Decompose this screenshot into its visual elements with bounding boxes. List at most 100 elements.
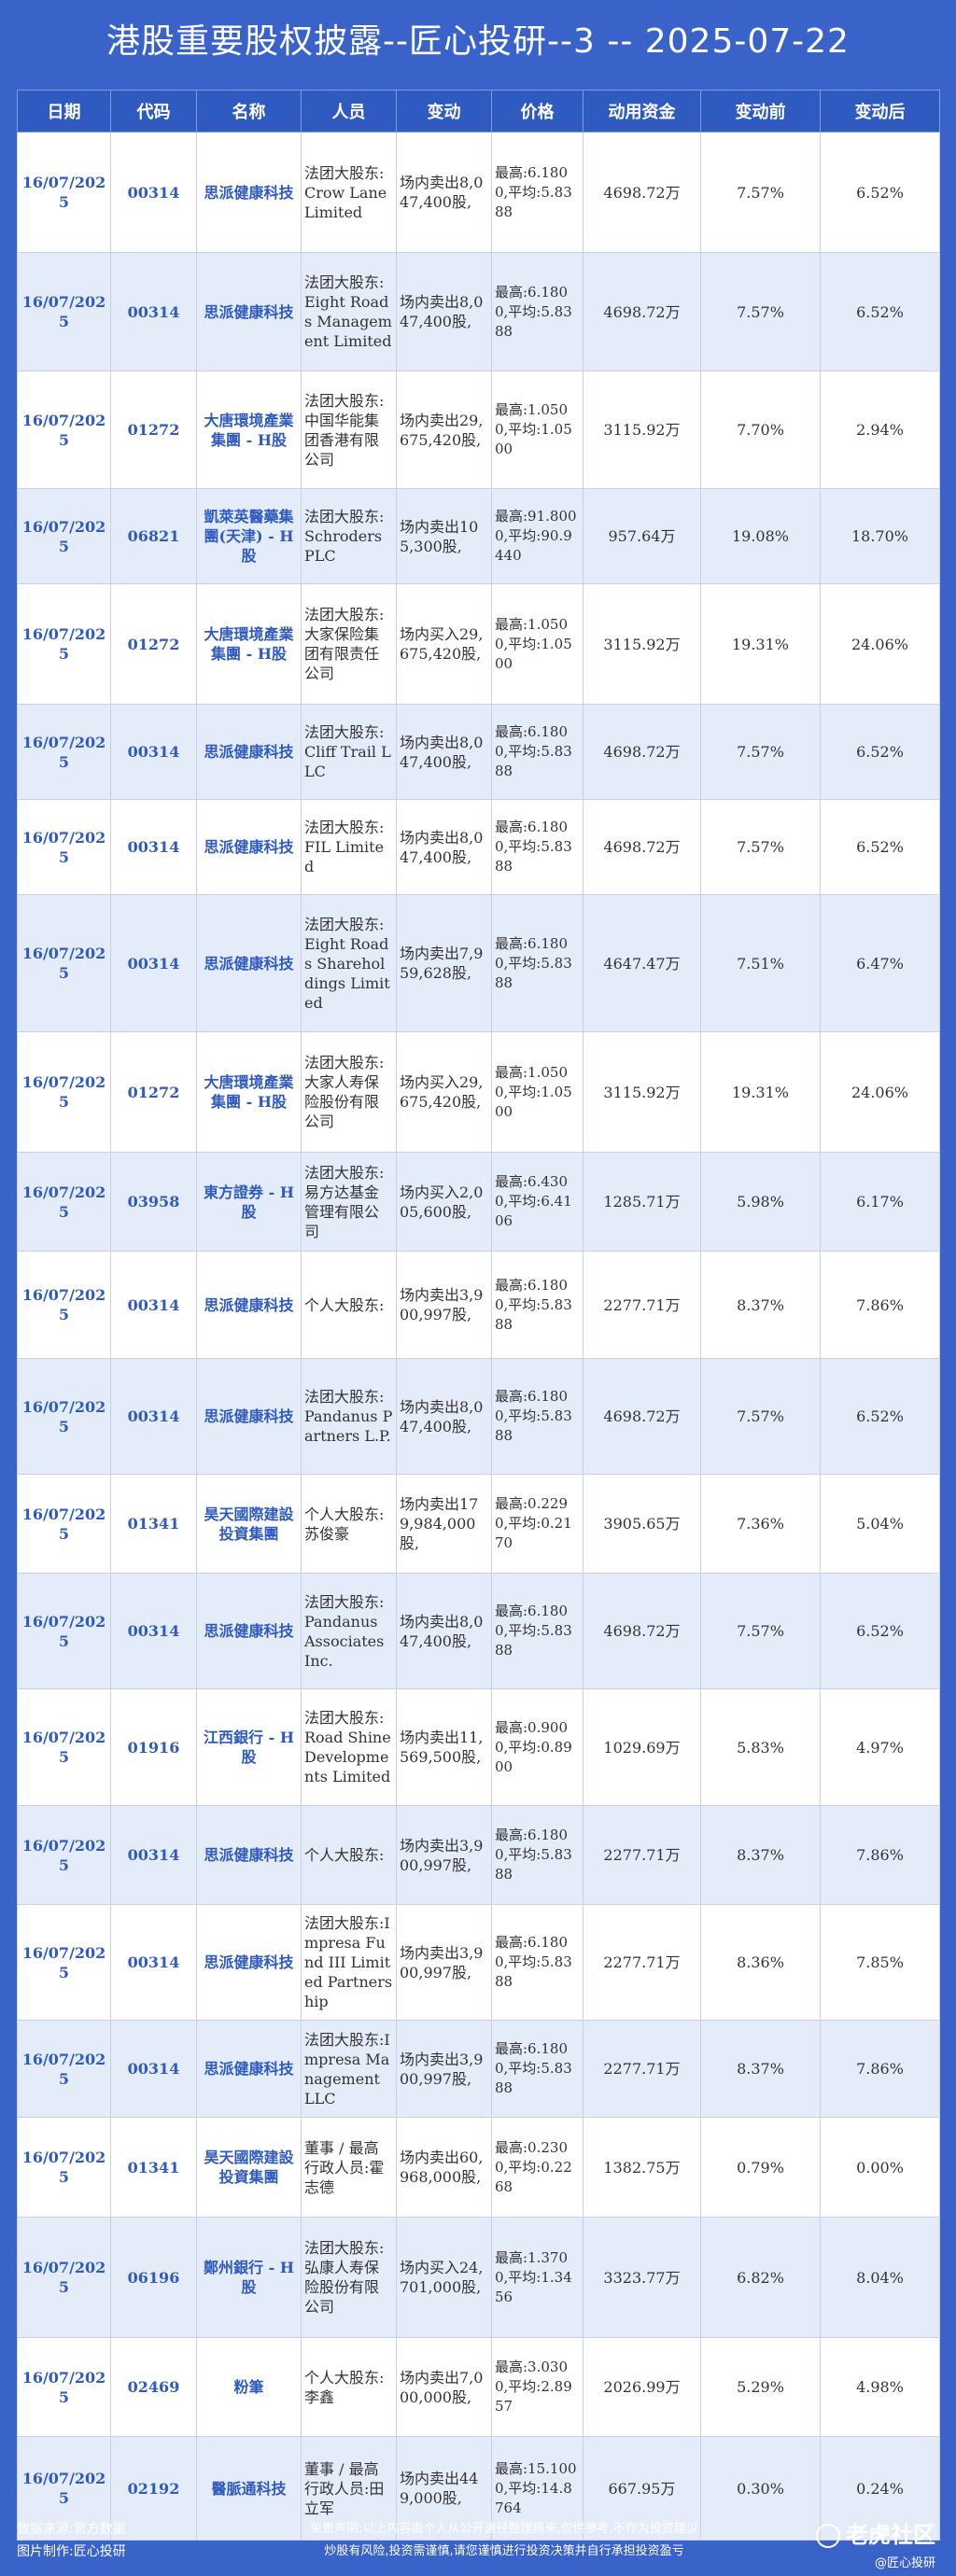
row-price: 最高:1.0500,平均:1.0500 — [491, 583, 583, 705]
table-header-row: 日期 代码 名称 人员 变动 价格 动用资金 变动前 变动后 — [17, 90, 940, 133]
row-change: 场内卖出8,047,400股, — [396, 252, 492, 371]
header-price: 价格 — [491, 90, 583, 133]
row-person: 法团大股东:Crow Lane Limited — [301, 132, 397, 253]
table-row: 16/07/2025 01272 大唐環境產業集團 - H股 法团大股东:大家人寿保险… — [17, 1031, 940, 1153]
row-code: 06196 — [110, 2217, 197, 2338]
row-change: 场内买入2,005,600股, — [396, 1152, 492, 1252]
row-before: 7.36% — [700, 1474, 821, 1574]
row-person: 法团大股东:Pandanus Partners L.P. — [301, 1358, 397, 1475]
row-after: 0.00% — [820, 2117, 940, 2218]
table-row: 16/07/2025 00314 思派健康科技 法团大股东:Eight Roads M… — [17, 252, 940, 371]
row-date: 16/07/2025 — [17, 488, 111, 584]
row-before: 19.31% — [700, 583, 821, 705]
row-price: 最高:0.2290,平均:0.2170 — [491, 1474, 583, 1574]
row-change: 场内买入29,675,420股, — [396, 583, 492, 705]
row-code: 02469 — [110, 2337, 197, 2437]
row-change: 场内卖出8,047,400股, — [396, 1573, 492, 1689]
row-funds: 4647.47万 — [583, 894, 701, 1032]
row-code: 00314 — [110, 132, 197, 253]
disclaimer-line-1: 免责声明:以上内容由个人从公开途径整理得来,仅供参考,不作为投资建议 — [310, 2522, 698, 2536]
row-date: 16/07/2025 — [17, 799, 111, 895]
row-code: 00314 — [110, 1251, 197, 1359]
row-code: 03958 — [110, 1152, 197, 1252]
row-date: 16/07/2025 — [17, 1251, 111, 1359]
brand-block: 老虎社区 @匠心投研 — [816, 2516, 935, 2570]
row-after: 8.04% — [820, 2217, 940, 2338]
row-person: 法团大股东:弘康人寿保险股份有限公司 — [301, 2217, 397, 2338]
row-price: 最高:1.0500,平均:1.0500 — [491, 371, 583, 489]
table-row: 16/07/2025 00314 思派健康科技 法团大股东:Impresa Fund … — [17, 1904, 940, 2021]
row-price: 最高:15.1000,平均:14.8764 — [491, 2436, 583, 2541]
row-before: 7.57% — [700, 252, 821, 371]
row-name: 思派健康科技 — [196, 799, 302, 895]
header-change: 变动 — [396, 90, 492, 133]
row-after: 6.52% — [820, 799, 940, 895]
row-date: 16/07/2025 — [17, 704, 111, 800]
row-after: 6.52% — [820, 132, 940, 253]
row-code: 00314 — [110, 1573, 197, 1689]
row-name: 思派健康科技 — [196, 1251, 302, 1359]
row-name: 思派健康科技 — [196, 1573, 302, 1689]
row-after: 6.47% — [820, 894, 940, 1032]
header-after: 变动后 — [820, 90, 940, 133]
header-person: 人员 — [301, 90, 397, 133]
row-name: 思派健康科技 — [196, 1358, 302, 1475]
row-price: 最高:1.3700,平均:1.3456 — [491, 2217, 583, 2338]
row-name: 大唐環境產業集團 - H股 — [196, 583, 302, 705]
page-title: 港股重要股权披露--匠心投研--3 -- 2025-07-22 — [106, 22, 850, 61]
row-date: 16/07/2025 — [17, 583, 111, 705]
row-name: 思派健康科技 — [196, 894, 302, 1032]
brand-logo: 老虎社区 — [816, 2516, 935, 2549]
row-change: 场内卖出8,047,400股, — [396, 704, 492, 800]
row-name: 東方證券 - H股 — [196, 1152, 302, 1252]
table-row: 16/07/2025 00314 思派健康科技 法团大股东:Pandanus Asso… — [17, 1573, 940, 1689]
row-person: 法团大股东:Pandanus Associates Inc. — [301, 1573, 397, 1689]
row-funds: 4698.72万 — [583, 132, 701, 253]
row-date: 16/07/2025 — [17, 2436, 111, 2541]
row-funds: 2277.71万 — [583, 1251, 701, 1359]
row-code: 01341 — [110, 2117, 197, 2218]
row-person: 个人大股东: — [301, 1805, 397, 1905]
row-date: 16/07/2025 — [17, 1152, 111, 1252]
row-code: 00314 — [110, 704, 197, 800]
row-person: 个人大股东: — [301, 1251, 397, 1359]
disclaimer-block: 免责声明:以上内容由个人从公开途径整理得来,仅供参考,不作为投资建议 炒股有风险… — [243, 2518, 766, 2563]
row-before: 19.08% — [700, 488, 821, 584]
row-after: 6.52% — [820, 252, 940, 371]
row-person: 个人大股东:苏俊豪 — [301, 1474, 397, 1574]
row-after: 6.52% — [820, 1358, 940, 1475]
row-price: 最高:3.0300,平均:2.8957 — [491, 2337, 583, 2437]
row-code: 01272 — [110, 371, 197, 489]
header-name: 名称 — [196, 90, 302, 133]
row-date: 16/07/2025 — [17, 1904, 111, 2021]
row-funds: 3323.77万 — [583, 2217, 701, 2338]
row-after: 4.97% — [820, 1688, 940, 1806]
row-funds: 2026.99万 — [583, 2337, 701, 2437]
row-funds: 1285.71万 — [583, 1152, 701, 1252]
row-before: 7.51% — [700, 894, 821, 1032]
row-person: 法团大股东:Impresa Fund III Limited Partnersh… — [301, 1904, 397, 2021]
row-person: 法团大股东:中国华能集团香港有限公司 — [301, 371, 397, 489]
row-price: 最高:6.1800,平均:5.8388 — [491, 2020, 583, 2118]
table-row: 16/07/2025 01341 昊天國際建設投資集團 董事 / 最高行政人员:霍志德… — [17, 2117, 940, 2218]
row-date: 16/07/2025 — [17, 252, 111, 371]
data-source: 数据来源:官方数据 — [17, 2522, 126, 2537]
table-row: 16/07/2025 00314 思派健康科技 个人大股东: 场内卖出3,900,997… — [17, 1251, 940, 1359]
row-code: 00314 — [110, 1904, 197, 2021]
row-before: 7.57% — [700, 132, 821, 253]
row-change: 场内卖出60,968,000股, — [396, 2117, 492, 2218]
row-name: 大唐環境產業集團 - H股 — [196, 371, 302, 489]
row-funds: 4698.72万 — [583, 252, 701, 371]
table-row: 16/07/2025 01916 江西銀行 - H股 法团大股东:Road Shine… — [17, 1688, 940, 1806]
row-funds: 3115.92万 — [583, 1031, 701, 1153]
row-change: 场内卖出3,900,997股, — [396, 1904, 492, 2021]
row-before: 19.31% — [700, 1031, 821, 1153]
row-person: 法团大股东:Eight Roads Management Limited — [301, 252, 397, 371]
row-funds: 667.95万 — [583, 2436, 701, 2541]
row-before: 7.57% — [700, 704, 821, 800]
row-price: 最高:6.1800,平均:5.8388 — [491, 704, 583, 800]
row-person: 法团大股东:Schroders PLC — [301, 488, 397, 584]
row-person: 董事 / 最高行政人员:田立军 — [301, 2436, 397, 2541]
row-price: 最高:1.0500,平均:1.0500 — [491, 1031, 583, 1153]
row-funds: 1382.75万 — [583, 2117, 701, 2218]
